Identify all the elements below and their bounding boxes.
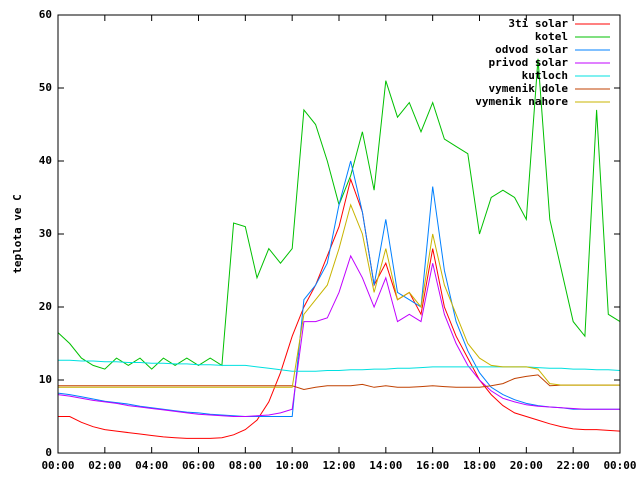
y-tick-label: 10	[39, 373, 52, 386]
plot-border	[57, 14, 621, 454]
legend-label: odvod solar	[495, 43, 568, 56]
y-tick-label: 30	[39, 227, 52, 240]
y-axis-label: teplota ve C	[11, 194, 24, 273]
x-tick-label: 16:00	[416, 459, 449, 472]
x-tick-label: 10:00	[276, 459, 309, 472]
x-tick-label: 20:00	[510, 459, 543, 472]
legend-label: kutloch	[522, 69, 568, 82]
y-tick-label: 60	[39, 8, 52, 21]
x-tick-label: 06:00	[182, 459, 215, 472]
y-tick-label: 50	[39, 81, 52, 94]
x-tick-label: 18:00	[463, 459, 496, 472]
legend-label: vymenik nahore	[475, 95, 568, 108]
series-line	[58, 203, 620, 388]
legend-label: privod solar	[489, 56, 569, 69]
x-tick-label: 00:00	[41, 459, 74, 472]
x-tick-label: 08:00	[229, 459, 262, 472]
series-line	[57, 160, 620, 417]
x-tick-label: 04:00	[135, 459, 168, 472]
series-line	[57, 254, 620, 417]
y-tick-label: 20	[39, 300, 52, 313]
legend-label: vymenik dole	[489, 82, 569, 95]
legend-label: kotel	[535, 30, 568, 43]
series-line	[58, 374, 620, 391]
x-tick-label: 12:00	[322, 459, 355, 472]
series-line	[58, 177, 621, 439]
x-tick-label: 14:00	[369, 459, 402, 472]
legend-label: 3ti solar	[508, 17, 568, 30]
y-tick-label: 40	[39, 154, 52, 167]
x-tick-label: 22:00	[557, 459, 590, 472]
y-tick-label: 0	[45, 446, 52, 459]
x-tick-label: 00:00	[603, 459, 636, 472]
x-tick-label: 02:00	[88, 459, 121, 472]
